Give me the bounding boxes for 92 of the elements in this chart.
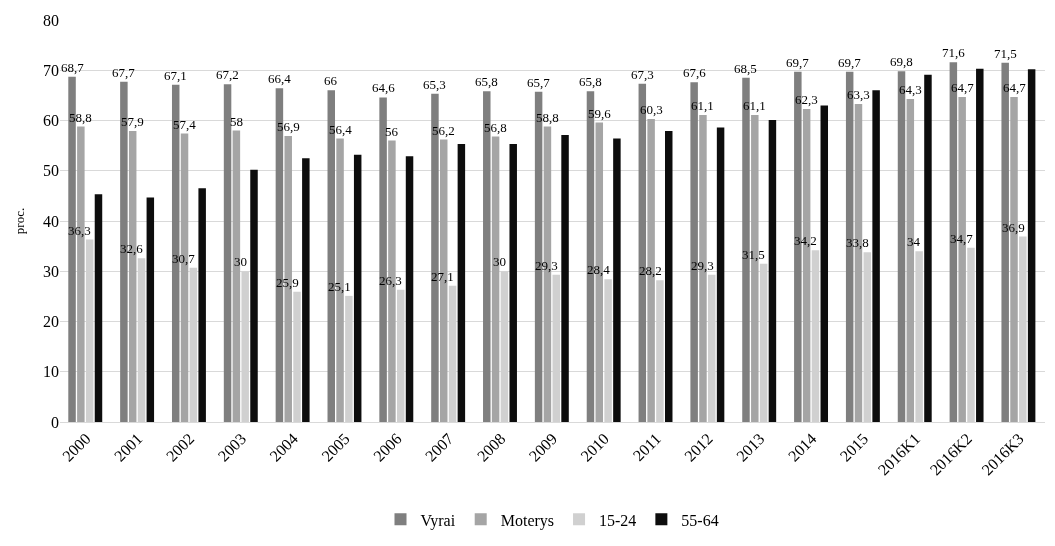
bar (768, 120, 777, 422)
data-label: 71,5 (994, 46, 1017, 61)
data-label: 36,3 (68, 223, 91, 238)
y-tick-label: 80 (43, 11, 59, 29)
data-label: 66,4 (268, 71, 292, 86)
data-label: 64,6 (372, 80, 396, 95)
data-label: 65,3 (423, 77, 446, 92)
data-label: 33,8 (846, 235, 869, 250)
data-label: 67,7 (112, 65, 136, 80)
data-label: 60,3 (640, 102, 663, 117)
data-label: 57,4 (173, 117, 197, 132)
data-label: 67,2 (216, 67, 239, 82)
data-label: 69,7 (786, 55, 810, 70)
data-label: 58 (230, 114, 243, 129)
data-label: 29,3 (535, 258, 558, 273)
data-label: 69,7 (838, 55, 862, 70)
data-label: 62,3 (795, 92, 818, 107)
data-label: 56,4 (329, 122, 353, 137)
data-label: 59,6 (588, 106, 612, 121)
bar (665, 131, 673, 422)
y-tick-label: 60 (43, 112, 59, 130)
data-label: 64,7 (951, 80, 975, 95)
data-label: 31,5 (742, 247, 765, 262)
y-tick-label: 70 (43, 61, 59, 79)
data-label: 58,8 (69, 110, 92, 125)
data-label: 68,5 (734, 61, 757, 76)
x-tick-label: 2011 (629, 429, 664, 465)
y-tick-label: 50 (43, 162, 59, 180)
data-label: 25,9 (276, 275, 299, 290)
legend-label: 15-24 (599, 511, 637, 529)
data-label: 34 (907, 234, 921, 249)
bar (94, 194, 103, 422)
bar (457, 144, 466, 422)
data-label: 30,7 (172, 251, 196, 266)
data-label: 67,1 (164, 68, 187, 83)
data-label: 63,3 (847, 87, 870, 102)
bar (976, 68, 984, 422)
data-label: 69,8 (890, 54, 913, 69)
data-label: 36,9 (1002, 220, 1025, 235)
data-label: 65,8 (475, 74, 498, 89)
data-label: 64,3 (899, 82, 922, 97)
data-label: 26,3 (379, 273, 402, 288)
data-label: 32,6 (120, 241, 144, 256)
data-label: 34,2 (794, 233, 817, 248)
data-label: 28,2 (639, 263, 662, 278)
data-label: 56,9 (277, 119, 300, 134)
bar (250, 169, 258, 422)
y-tick-label: 30 (43, 262, 59, 280)
bar (872, 90, 880, 422)
data-label: 68,7 (61, 60, 85, 75)
bar (924, 74, 932, 422)
bar (405, 156, 414, 422)
y-tick-label: 40 (43, 212, 59, 230)
data-label: 61,1 (691, 98, 714, 113)
data-label: 67,3 (631, 67, 654, 82)
data-label: 56 (385, 124, 399, 139)
bar (353, 154, 362, 422)
data-label: 25,1 (328, 279, 351, 294)
data-label: 30 (493, 254, 506, 269)
data-label: 64,7 (1003, 80, 1027, 95)
data-label: 57,9 (121, 114, 144, 129)
data-label: 61,1 (743, 98, 766, 113)
data-label: 65,8 (579, 74, 602, 89)
legend-label: Moterys (500, 511, 555, 530)
data-label: 65,7 (527, 75, 551, 90)
bar (561, 135, 569, 422)
bar (146, 197, 155, 422)
data-label: 27,1 (431, 269, 454, 284)
bar (716, 127, 725, 422)
data-label: 29,3 (691, 258, 714, 273)
legend-label: 55-64 (681, 511, 719, 529)
bar (198, 188, 206, 422)
data-label: 58,8 (536, 110, 559, 125)
data-label: 56,2 (432, 123, 455, 138)
y-tick-label: 20 (43, 313, 59, 331)
bar (509, 144, 517, 422)
legend-label: Vyrai (420, 511, 456, 530)
data-label: 66 (324, 73, 338, 88)
data-label: 30 (234, 254, 247, 269)
data-label: 71,6 (942, 45, 966, 60)
data-label: 56,8 (484, 120, 507, 135)
data-label: 67,6 (683, 65, 707, 80)
y-axis-title: proc. (11, 207, 27, 235)
bar (613, 138, 621, 422)
data-label: 28,4 (587, 262, 611, 277)
y-tick-label: 0 (51, 413, 59, 431)
bar (820, 105, 829, 422)
bar (223, 84, 232, 422)
y-tick-label: 10 (43, 363, 59, 381)
bar (1027, 69, 1036, 422)
data-label: 34,7 (950, 231, 974, 246)
bar (302, 158, 310, 422)
